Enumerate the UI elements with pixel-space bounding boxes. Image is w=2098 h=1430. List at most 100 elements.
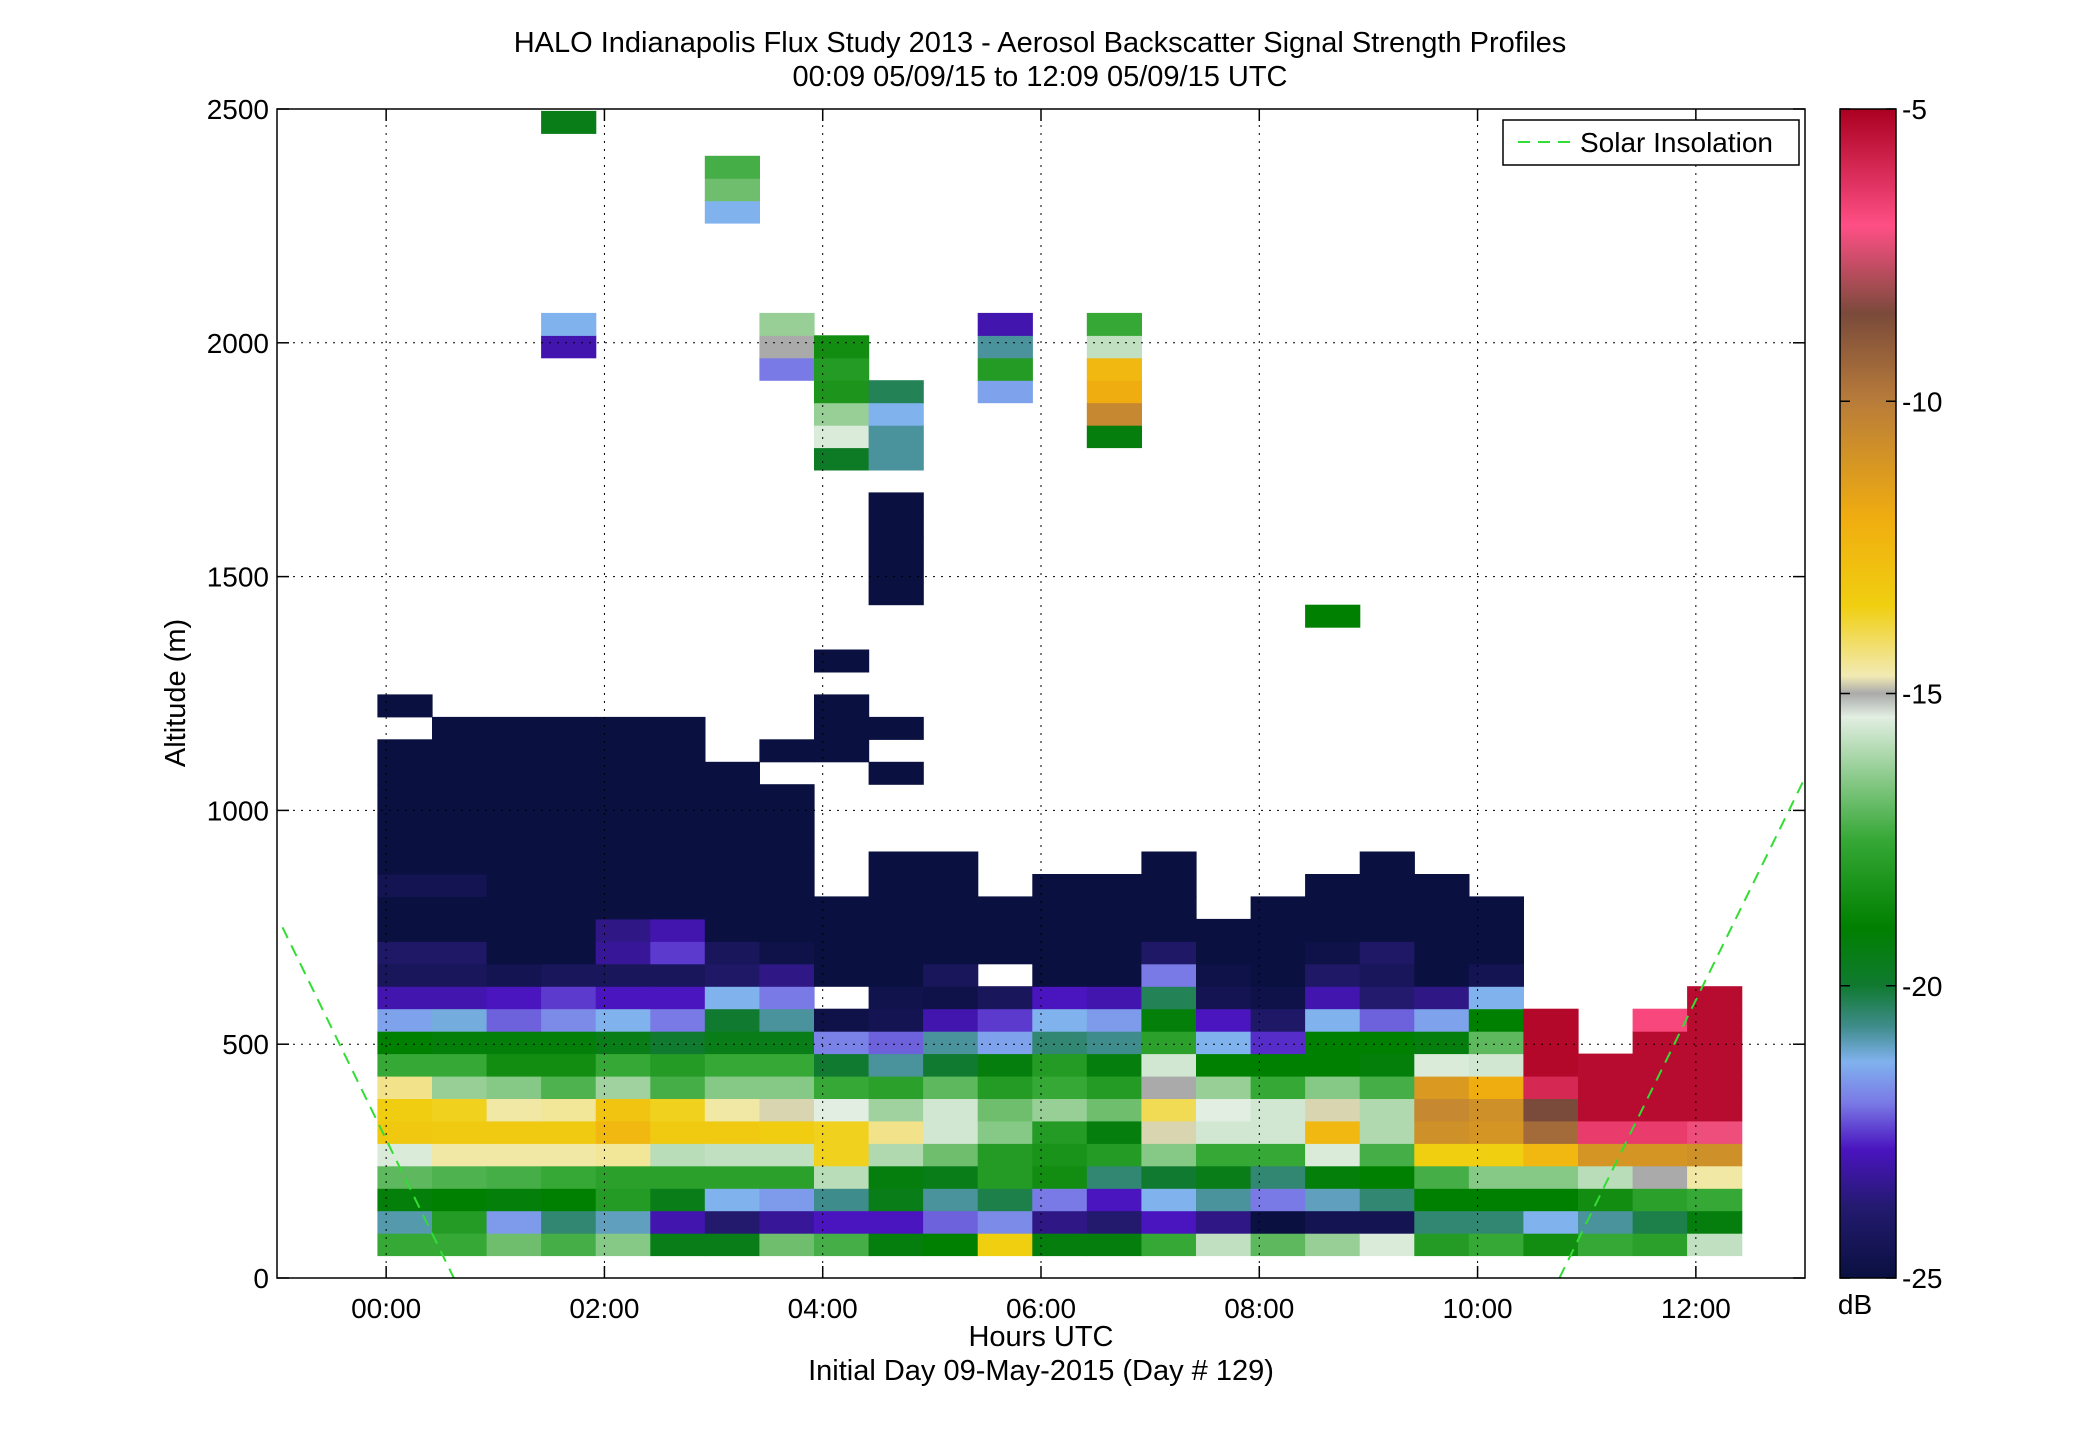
heatmap-cell bbox=[432, 874, 488, 897]
heatmap-cell bbox=[377, 1008, 433, 1032]
heatmap-cell bbox=[1250, 1210, 1306, 1234]
heatmap-cell bbox=[977, 1188, 1033, 1212]
colorbar-label: dB bbox=[1838, 1289, 1872, 1320]
heatmap-cell bbox=[377, 1031, 433, 1055]
colorbar-tick-label: -5 bbox=[1902, 94, 1927, 125]
heatmap-cell bbox=[595, 716, 651, 740]
heatmap-cell bbox=[704, 986, 760, 1010]
heatmap-cell bbox=[814, 1120, 870, 1144]
heatmap-cell bbox=[1196, 1076, 1252, 1099]
heatmap-cell bbox=[704, 178, 760, 202]
legend-label-solar-insolation: Solar Insolation bbox=[1580, 127, 1773, 158]
heatmap-cell bbox=[1414, 1076, 1470, 1099]
heatmap-cell bbox=[1687, 1008, 1743, 1032]
heatmap-cell bbox=[704, 806, 760, 830]
heatmap-cell bbox=[923, 1008, 979, 1032]
heatmap-cell bbox=[868, 1143, 924, 1167]
heatmap-cell bbox=[486, 963, 542, 987]
heatmap-cell bbox=[541, 1233, 597, 1257]
heatmap-cell bbox=[923, 941, 979, 965]
heatmap-cell bbox=[1305, 1098, 1361, 1122]
heatmap-cell bbox=[541, 1098, 597, 1122]
heatmap-cell bbox=[1687, 1031, 1743, 1055]
heatmap-cell bbox=[1632, 1165, 1688, 1189]
heatmap-cell bbox=[486, 1031, 542, 1055]
y-axis-label: Altitude (m) bbox=[160, 619, 192, 767]
heatmap-cell bbox=[595, 1008, 651, 1032]
heatmap-cell bbox=[759, 806, 815, 830]
heatmap-cell bbox=[1250, 1143, 1306, 1167]
heatmap-cell bbox=[1414, 874, 1470, 897]
heatmap-cell bbox=[486, 896, 542, 920]
heatmap-cell bbox=[1086, 380, 1142, 404]
heatmap-cell bbox=[1196, 1210, 1252, 1234]
heatmap-cell bbox=[923, 1143, 979, 1167]
heatmap-cell bbox=[1523, 1053, 1579, 1077]
heatmap-cell bbox=[1468, 1188, 1524, 1212]
heatmap-cell bbox=[977, 1076, 1033, 1099]
heatmap-cell bbox=[868, 1053, 924, 1077]
heatmap-cell bbox=[541, 1120, 597, 1144]
heatmap-cell bbox=[650, 918, 706, 942]
heatmap-cell bbox=[432, 896, 488, 920]
heatmap-cell bbox=[1414, 986, 1470, 1010]
heatmap-cell bbox=[704, 1233, 760, 1257]
heatmap-cell bbox=[377, 784, 433, 808]
heatmap-cell bbox=[1141, 851, 1197, 875]
heatmap-cell bbox=[1141, 1120, 1197, 1144]
heatmap-cell bbox=[377, 806, 433, 830]
chart-title: HALO Indianapolis Flux Study 2013 - Aero… bbox=[514, 27, 1567, 59]
heatmap-cell bbox=[1141, 1233, 1197, 1257]
heatmap-cell bbox=[432, 851, 488, 875]
heatmap-cell bbox=[1086, 874, 1142, 897]
heatmap-cell bbox=[1687, 1076, 1743, 1099]
heatmap-cell bbox=[814, 941, 870, 965]
heatmap-cell bbox=[704, 874, 760, 897]
heatmap-cell bbox=[868, 716, 924, 740]
heatmap-cell bbox=[377, 1053, 433, 1077]
heatmap-cell bbox=[1414, 1188, 1470, 1212]
heatmap-cell bbox=[595, 761, 651, 785]
heatmap-cell bbox=[923, 874, 979, 897]
heatmap-cell bbox=[377, 1143, 433, 1167]
heatmap-cell bbox=[704, 1188, 760, 1212]
heatmap-cell bbox=[977, 335, 1033, 359]
heatmap-cell bbox=[868, 761, 924, 785]
heatmap-cell bbox=[814, 1098, 870, 1122]
heatmap-cell bbox=[1196, 1188, 1252, 1212]
heatmap-cell bbox=[486, 1143, 542, 1167]
heatmap-cell bbox=[1414, 896, 1470, 920]
heatmap-cell bbox=[923, 1210, 979, 1234]
heatmap-cell bbox=[1305, 604, 1361, 628]
heatmap-cell bbox=[1250, 963, 1306, 987]
heatmap-cell bbox=[868, 1031, 924, 1055]
heatmap-cell bbox=[486, 1098, 542, 1122]
heatmap-cell bbox=[377, 1076, 433, 1099]
heatmap-cell bbox=[595, 1076, 651, 1099]
heatmap-cell bbox=[377, 1098, 433, 1122]
heatmap-cell bbox=[1414, 1008, 1470, 1032]
heatmap-cell bbox=[1196, 1008, 1252, 1032]
heatmap-cell bbox=[1359, 1120, 1415, 1144]
heatmap-cell bbox=[1250, 1120, 1306, 1144]
heatmap-cell bbox=[759, 918, 815, 942]
heatmap-cell bbox=[923, 986, 979, 1010]
heatmap-cell bbox=[1086, 1188, 1142, 1212]
heatmap-cell bbox=[541, 1008, 597, 1032]
heatmap-cell bbox=[432, 1053, 488, 1077]
heatmap-cell bbox=[977, 941, 1033, 965]
heatmap-cell bbox=[1250, 1076, 1306, 1099]
heatmap-cell bbox=[486, 1233, 542, 1257]
heatmap-cell bbox=[1414, 918, 1470, 942]
heatmap-cell bbox=[541, 829, 597, 853]
heatmap-cell bbox=[377, 941, 433, 965]
heatmap-cell bbox=[1578, 1233, 1634, 1257]
heatmap-cell bbox=[650, 829, 706, 853]
heatmap-cell bbox=[868, 514, 924, 538]
heatmap-cell bbox=[1032, 1008, 1088, 1032]
colorbar-tick-label: -20 bbox=[1902, 971, 1942, 1002]
heatmap-cell bbox=[1196, 1031, 1252, 1055]
heatmap-cell bbox=[704, 155, 760, 179]
heatmap-cell bbox=[650, 896, 706, 920]
heatmap-cell bbox=[377, 986, 433, 1010]
